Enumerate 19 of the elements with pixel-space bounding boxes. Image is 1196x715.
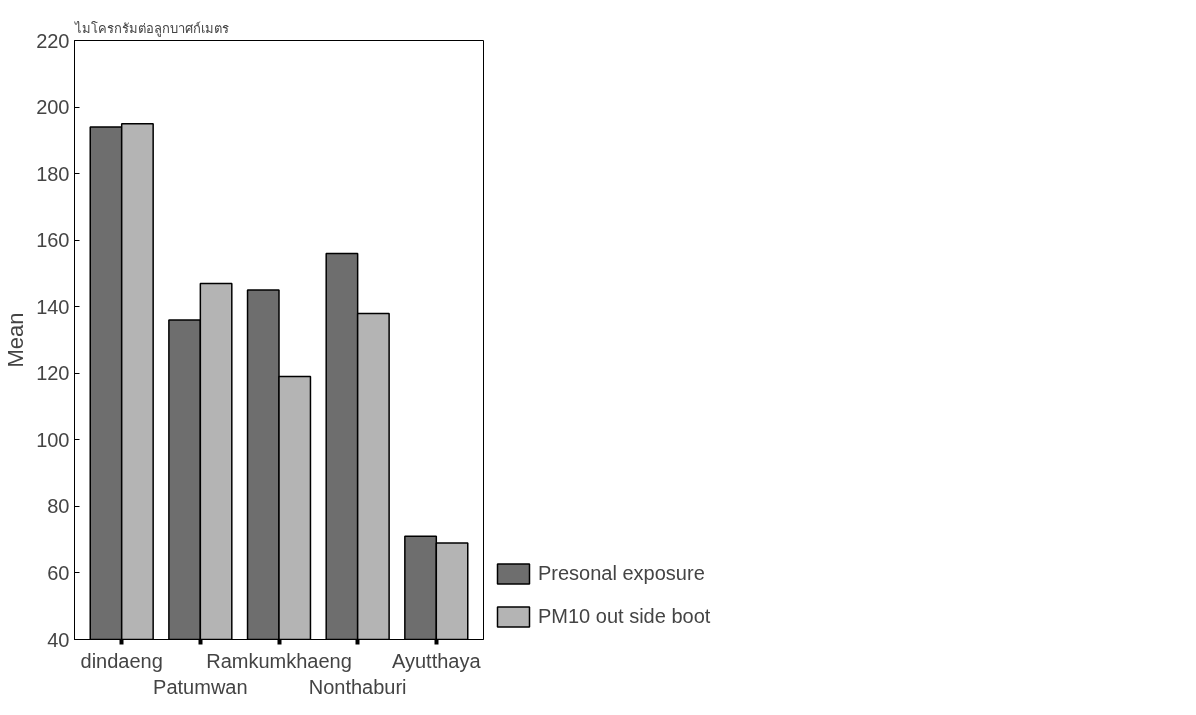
y-tick-label: 180 xyxy=(36,162,70,185)
x-tick-label: Nonthaburi xyxy=(308,675,407,698)
y-tick-label: 200 xyxy=(36,96,70,119)
y-tick-label: 220 xyxy=(36,29,70,52)
y-tick-label: 160 xyxy=(36,229,70,252)
y-tick-label: 100 xyxy=(36,428,70,451)
y-tick-label: 60 xyxy=(47,561,70,584)
x-tick-label: Ayutthaya xyxy=(392,649,482,672)
y-tick-label: 80 xyxy=(47,495,70,518)
y-tick-label: 40 xyxy=(47,628,70,651)
y-axis-title: Mean xyxy=(3,312,29,368)
chart-title: ไมโครกรัมต่อลูกบาศก์เมตร xyxy=(73,20,229,37)
y-tick-label: 140 xyxy=(36,295,70,318)
x-tick-label: Ramkumkhaeng xyxy=(206,649,352,672)
y-tick-label: 120 xyxy=(36,362,70,385)
x-tick-label: dindaeng xyxy=(80,649,163,672)
x-tick-label: Patumwan xyxy=(153,675,248,698)
legend-label: PM10 out side boot xyxy=(538,605,711,628)
legend-label: Presonal exposure xyxy=(538,562,705,585)
